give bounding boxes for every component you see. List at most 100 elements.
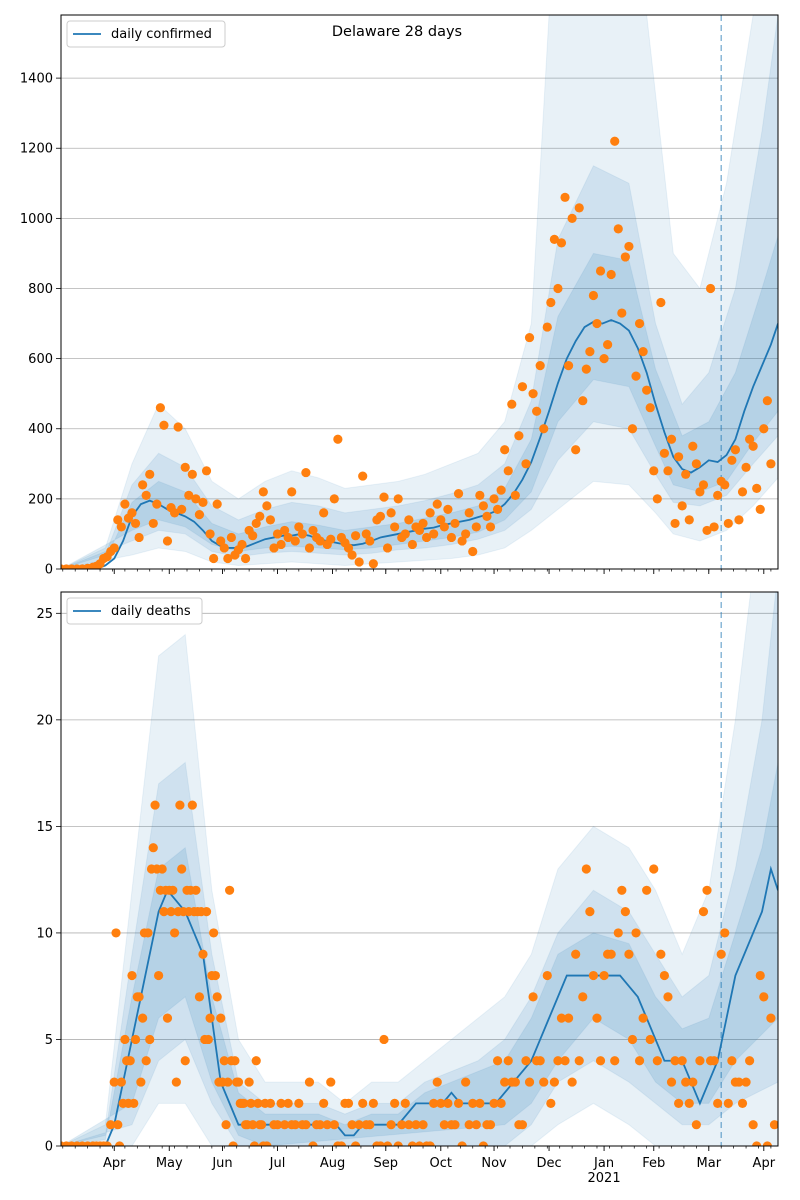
observed-point xyxy=(450,1120,460,1130)
observed-point xyxy=(585,907,595,917)
observed-point xyxy=(588,970,599,981)
observed-point xyxy=(659,970,670,981)
observed-point xyxy=(145,1034,155,1045)
observed-point xyxy=(627,1034,638,1045)
observed-point xyxy=(358,471,368,481)
observed-point xyxy=(556,1013,567,1023)
observed-point xyxy=(766,1013,776,1023)
observed-point xyxy=(210,970,221,981)
observed-point xyxy=(461,1077,471,1087)
observed-point xyxy=(450,518,460,529)
observed-point xyxy=(595,266,606,276)
observed-point xyxy=(542,322,552,332)
observed-point xyxy=(216,1013,226,1023)
observed-point xyxy=(734,1077,744,1087)
observed-point xyxy=(677,1056,687,1066)
observed-point xyxy=(249,1141,260,1146)
observed-point xyxy=(390,522,400,532)
y-tick-label: 20 xyxy=(36,713,53,728)
observed-point xyxy=(351,1141,361,1146)
observed-point xyxy=(141,1056,151,1066)
observed-point xyxy=(233,1077,244,1087)
observed-point xyxy=(152,499,162,509)
observed-point xyxy=(253,1098,263,1108)
observed-point xyxy=(173,422,183,432)
observed-point xyxy=(624,949,634,959)
confirmed-uncertainty-bands xyxy=(61,15,778,569)
x-month-label: Feb xyxy=(642,1156,665,1171)
observed-point xyxy=(496,485,506,495)
observed-point xyxy=(532,406,542,416)
observed-point xyxy=(162,1013,173,1023)
x-month-label: Mar xyxy=(697,1156,722,1171)
observed-point xyxy=(162,536,173,546)
observed-point xyxy=(631,928,641,938)
observed-point xyxy=(368,1098,378,1108)
observed-point xyxy=(446,532,457,543)
observed-point xyxy=(301,467,311,478)
observed-point xyxy=(393,1141,403,1146)
observed-point xyxy=(482,511,492,522)
observed-point xyxy=(713,1098,723,1108)
observed-point xyxy=(553,283,563,294)
observed-point xyxy=(539,424,549,434)
observed-point xyxy=(599,970,609,981)
observed-point xyxy=(425,508,435,518)
y-tick-label: 1000 xyxy=(20,212,53,227)
observed-point xyxy=(546,1098,556,1108)
observed-point xyxy=(748,441,758,451)
observed-point xyxy=(347,1120,357,1130)
observed-point xyxy=(595,1056,606,1066)
observed-point xyxy=(457,1141,467,1146)
observed-point xyxy=(386,1120,396,1130)
observed-point xyxy=(730,445,741,455)
observed-point xyxy=(127,970,137,981)
observed-point xyxy=(606,269,616,280)
observed-point xyxy=(745,434,755,444)
observed-point xyxy=(404,1120,414,1130)
observed-point xyxy=(588,290,599,301)
observed-point xyxy=(500,445,510,455)
observed-point xyxy=(634,1056,645,1066)
observed-point xyxy=(269,543,279,553)
observed-point xyxy=(347,550,357,560)
uncertainty-band xyxy=(61,235,778,569)
observed-point xyxy=(613,928,623,938)
deaths-x-ticks: Apr May Jun Jul Aug Sep Oct Nov Dec Jan Feb Mar Apr xyxy=(62,1146,776,1171)
observed-point xyxy=(645,403,655,413)
observed-point xyxy=(390,1098,400,1108)
observed-point xyxy=(180,1056,190,1066)
observed-point xyxy=(201,466,212,476)
observed-point xyxy=(283,532,293,543)
observed-point xyxy=(219,1056,229,1066)
observed-point xyxy=(290,536,300,546)
observed-point xyxy=(546,297,556,308)
observed-point xyxy=(716,949,726,959)
observed-point xyxy=(663,992,673,1002)
observed-point xyxy=(421,532,432,543)
observed-point xyxy=(542,970,552,981)
observed-point xyxy=(649,466,659,476)
observed-point xyxy=(336,1141,347,1146)
observed-point xyxy=(280,525,290,536)
observed-point xyxy=(563,1013,574,1023)
confirmed-legend-box xyxy=(66,20,226,48)
observed-point xyxy=(120,499,130,509)
observed-point xyxy=(485,522,496,532)
observed-point xyxy=(624,241,634,252)
confirmed-axes-frame xyxy=(60,14,779,570)
observed-point xyxy=(439,1120,449,1130)
observed-point xyxy=(510,1077,520,1087)
observed-point xyxy=(145,469,155,479)
deaths-legend-box xyxy=(66,597,203,625)
observed-point xyxy=(507,399,517,409)
observed-point xyxy=(319,1098,329,1108)
observed-point xyxy=(294,1098,304,1108)
x-month-label: Jun xyxy=(211,1156,232,1171)
observed-point xyxy=(720,928,730,938)
x-month-label: Jul xyxy=(269,1156,286,1171)
x-month-label: Aug xyxy=(320,1156,345,1171)
observed-point xyxy=(198,949,208,959)
observed-point xyxy=(599,354,609,364)
